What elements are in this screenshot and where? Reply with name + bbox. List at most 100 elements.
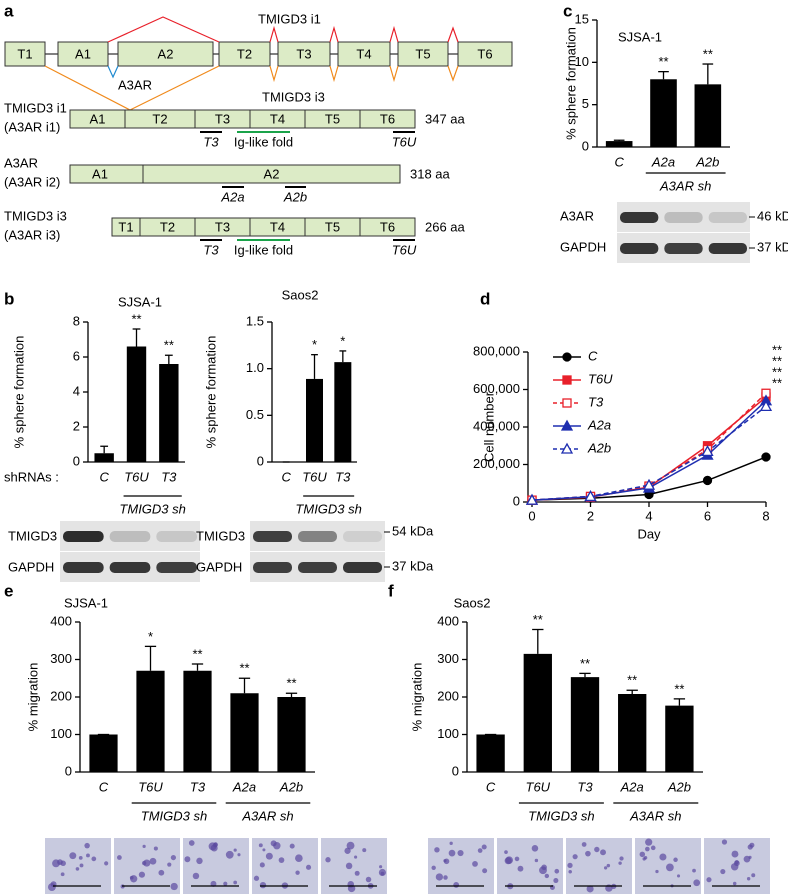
cell bbox=[295, 854, 303, 863]
splice-arc bbox=[447, 26, 459, 43]
cell bbox=[86, 853, 90, 858]
point bbox=[761, 452, 771, 462]
segment-label: A2 bbox=[264, 166, 280, 181]
isoform-length: 266 aa bbox=[425, 219, 466, 234]
cell bbox=[47, 883, 56, 892]
exon-label: T2 bbox=[237, 46, 252, 61]
cell bbox=[223, 881, 228, 886]
splice-arc bbox=[329, 65, 339, 83]
cell bbox=[600, 849, 606, 856]
cell bbox=[431, 865, 436, 870]
cell bbox=[233, 880, 238, 885]
significance: ** bbox=[131, 311, 141, 326]
cell bbox=[91, 856, 97, 862]
blot-band bbox=[253, 531, 292, 542]
bar bbox=[694, 84, 722, 147]
cell bbox=[259, 862, 265, 868]
bar bbox=[523, 653, 552, 772]
cell bbox=[344, 847, 351, 854]
cell bbox=[365, 876, 372, 883]
legend-marker bbox=[560, 419, 574, 431]
cell bbox=[732, 881, 737, 886]
blot-band bbox=[63, 531, 104, 542]
size-marker: 54 kDa bbox=[392, 523, 434, 538]
cell bbox=[104, 861, 109, 866]
group-label: TMIGD3 sh bbox=[528, 808, 594, 823]
exon bbox=[457, 41, 513, 67]
exon bbox=[277, 41, 331, 67]
splice-arc bbox=[389, 25, 399, 43]
cell bbox=[443, 875, 448, 880]
blot-band bbox=[708, 243, 747, 254]
significance: ** bbox=[658, 54, 668, 69]
x-tick-label: A2b bbox=[279, 779, 303, 794]
y-tick-label: 100 bbox=[50, 726, 72, 741]
splice-arc bbox=[107, 16, 220, 43]
cell bbox=[289, 843, 295, 849]
exon bbox=[117, 41, 214, 67]
x-tick-label: A2a bbox=[232, 779, 256, 794]
cell bbox=[568, 869, 572, 874]
cell bbox=[196, 857, 203, 865]
isoform-length: 318 aa bbox=[410, 166, 451, 181]
cell bbox=[585, 850, 591, 857]
y-tick-label: 0 bbox=[73, 453, 80, 468]
cell bbox=[572, 854, 578, 860]
cell bbox=[69, 852, 77, 860]
cell bbox=[362, 848, 367, 853]
point bbox=[702, 475, 713, 486]
segment-label: A1 bbox=[90, 111, 106, 126]
cell bbox=[184, 856, 191, 863]
panel-label: c bbox=[563, 1, 572, 20]
x-tick-label: T6U bbox=[138, 779, 163, 794]
bar bbox=[277, 697, 306, 772]
cell bbox=[751, 873, 756, 878]
feature-label: A2a bbox=[220, 189, 244, 204]
cell bbox=[643, 855, 648, 860]
cell bbox=[141, 860, 147, 866]
isoform-alias: (A3AR i1) bbox=[4, 119, 60, 134]
blot-band bbox=[253, 562, 292, 573]
group-label: TMIGD3 sh bbox=[119, 501, 185, 516]
bar bbox=[334, 362, 352, 462]
y-tick-label: 0 bbox=[582, 138, 589, 153]
feature-label: Ig-like fold bbox=[234, 242, 293, 257]
cell bbox=[79, 863, 84, 868]
point bbox=[584, 490, 597, 502]
x-tick-label: C bbox=[99, 469, 109, 484]
bar bbox=[665, 705, 694, 772]
series-line bbox=[531, 405, 767, 501]
y-tick-label: 400 bbox=[50, 613, 72, 628]
cell bbox=[567, 862, 573, 869]
blot-band bbox=[620, 212, 659, 223]
cell bbox=[225, 850, 234, 859]
y-tick-label: 300 bbox=[50, 651, 72, 666]
bar bbox=[605, 141, 633, 147]
segment-label: T3 bbox=[215, 111, 230, 126]
bar bbox=[126, 346, 147, 462]
blot-band bbox=[343, 531, 382, 542]
cell bbox=[167, 862, 172, 867]
cell bbox=[138, 871, 146, 878]
cell bbox=[60, 872, 65, 877]
cell bbox=[325, 857, 331, 863]
legend-marker bbox=[562, 375, 572, 385]
cell bbox=[305, 864, 312, 870]
cell bbox=[666, 863, 674, 872]
cell bbox=[594, 846, 600, 853]
x-tick-label: 0 bbox=[528, 508, 535, 523]
cell bbox=[435, 873, 444, 881]
y-tick-label: 100 bbox=[437, 726, 459, 741]
cell bbox=[57, 859, 63, 865]
x-tick-label: C bbox=[99, 779, 109, 794]
y-axis-label: % sphere formation bbox=[563, 27, 578, 140]
exon bbox=[397, 41, 449, 67]
cell bbox=[346, 841, 355, 850]
cell bbox=[692, 868, 696, 873]
significance: ** bbox=[703, 46, 713, 61]
isoform-alias: (A3AR i2) bbox=[4, 174, 60, 189]
bar bbox=[306, 378, 323, 462]
significance: * bbox=[312, 337, 317, 352]
exon-label: T1 bbox=[17, 46, 32, 61]
cell bbox=[748, 855, 752, 859]
